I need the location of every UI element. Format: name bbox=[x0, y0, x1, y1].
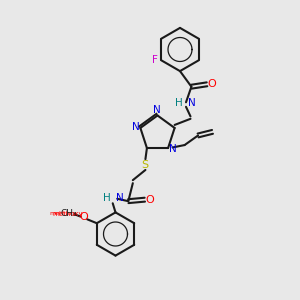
Text: F: F bbox=[152, 55, 158, 65]
Text: CH₃: CH₃ bbox=[61, 209, 77, 218]
Text: N: N bbox=[116, 194, 124, 203]
Text: S: S bbox=[142, 160, 149, 170]
Text: O: O bbox=[207, 79, 216, 89]
Text: H: H bbox=[103, 194, 110, 203]
Text: N: N bbox=[132, 122, 140, 132]
Text: H: H bbox=[175, 98, 182, 108]
Text: O: O bbox=[80, 212, 88, 222]
Text: O: O bbox=[145, 195, 154, 205]
Text: methoxy: methoxy bbox=[50, 211, 77, 215]
Text: N: N bbox=[188, 98, 196, 108]
Text: N: N bbox=[169, 144, 177, 154]
Text: methoxy: methoxy bbox=[52, 211, 83, 217]
Text: N: N bbox=[153, 105, 161, 116]
